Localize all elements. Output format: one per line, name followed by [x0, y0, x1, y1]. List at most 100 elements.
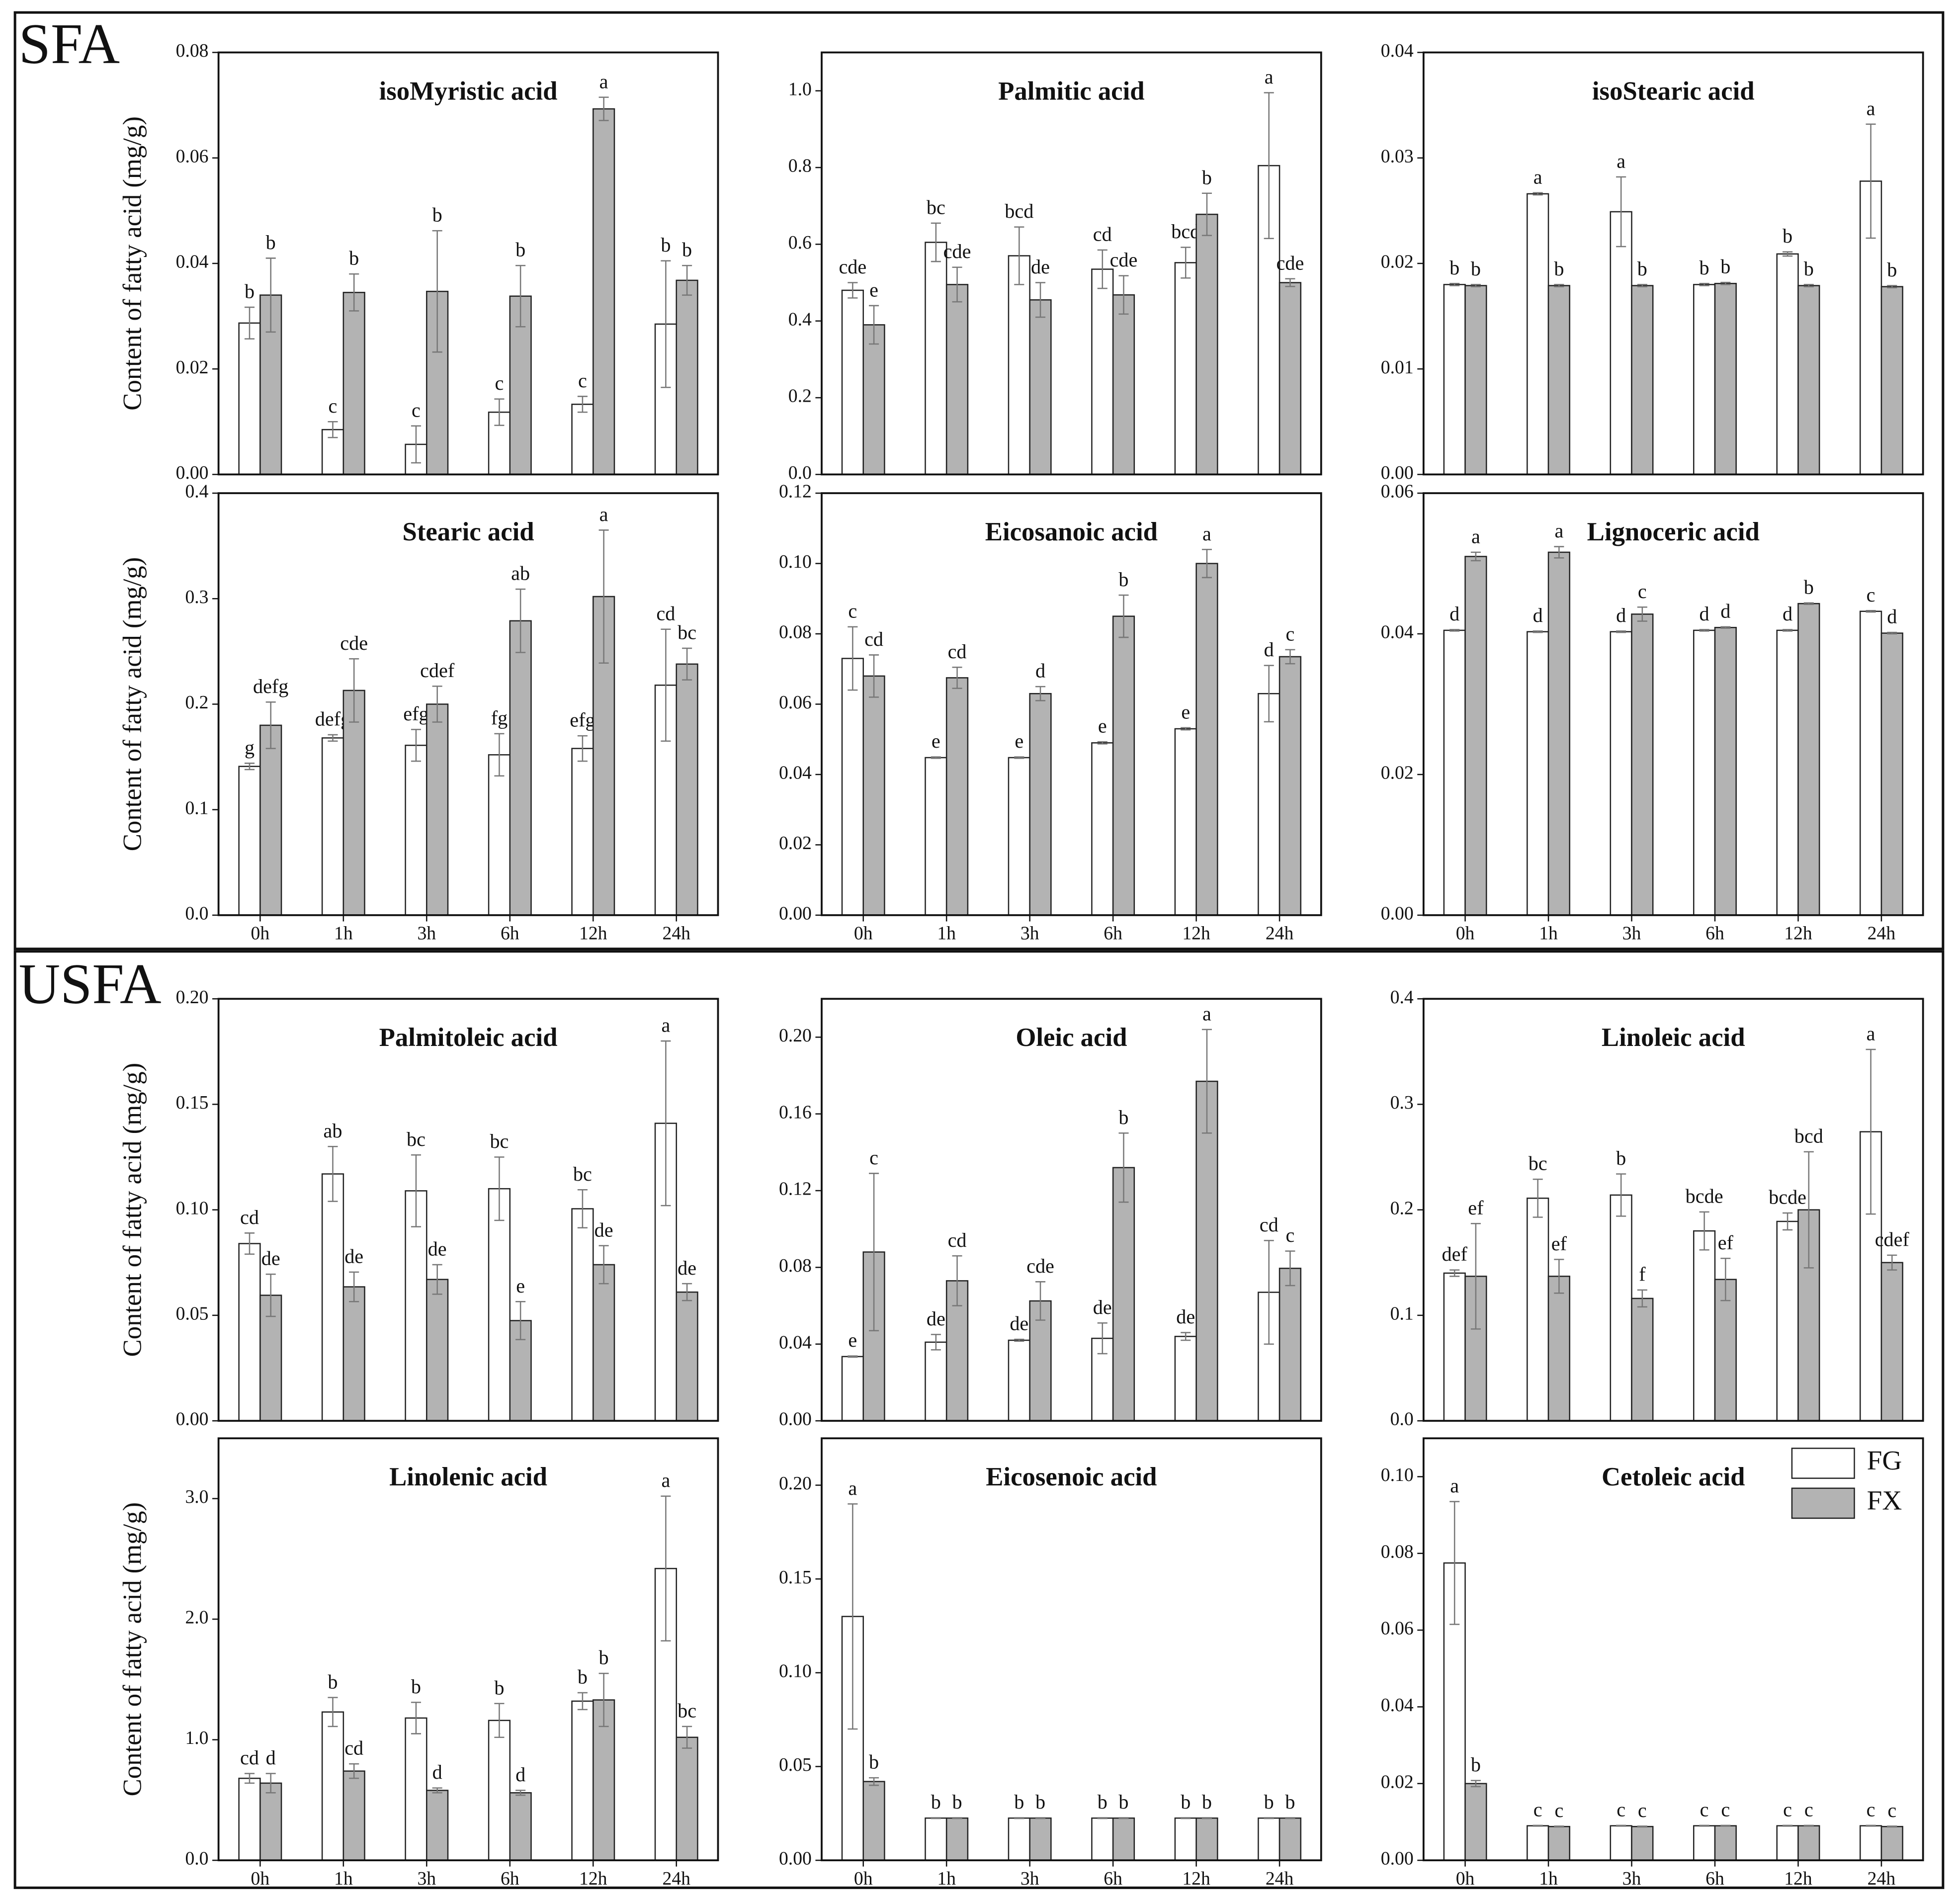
error-bar [1866, 1824, 1876, 1827]
error-bar [1014, 226, 1024, 285]
bar [1880, 286, 1903, 475]
error-bar [1637, 606, 1647, 622]
significance-label: c [1867, 584, 1875, 606]
significance-label: fg [491, 706, 508, 729]
significance-label: bc [678, 621, 696, 644]
y-tick-label: 0.4 [788, 309, 812, 330]
bar [1195, 1817, 1218, 1861]
bar [1859, 610, 1882, 916]
bar [1714, 627, 1737, 916]
error-bar [1783, 629, 1793, 632]
error-bar [1201, 548, 1212, 579]
error-bar [661, 1495, 671, 1642]
error-bar [494, 733, 505, 777]
significance-label: a [1533, 166, 1542, 188]
bar [862, 1781, 885, 1861]
error-bar [1449, 1269, 1460, 1277]
y-tick-label: 0.16 [779, 1102, 812, 1123]
significance-label: c [1804, 1798, 1813, 1820]
significance-label: de [261, 1247, 280, 1270]
significance-label: b [661, 234, 671, 256]
bar [925, 757, 947, 916]
significance-label: cd [948, 1229, 967, 1251]
plot-frame [1422, 1437, 1924, 1861]
error-bar [1014, 1817, 1024, 1819]
error-bar [682, 1726, 692, 1749]
bar [925, 1341, 947, 1422]
y-tick-label: 0.8 [788, 156, 812, 176]
significance-label: b [1804, 258, 1814, 280]
significance-label: e [516, 1275, 525, 1297]
significance-label: de [1031, 256, 1050, 278]
y-tick-label: 0.00 [779, 1848, 812, 1869]
error-bar [1532, 1178, 1543, 1218]
x-tick-label: 0h [854, 1868, 873, 1889]
significance-label: b [1098, 1791, 1107, 1813]
y-tick-label: 0.00 [176, 462, 209, 483]
x-tick-label: 6h [1705, 923, 1724, 944]
bar [1880, 632, 1903, 916]
bar [1278, 1268, 1302, 1422]
error-bar [1118, 594, 1129, 638]
bar [1174, 1336, 1197, 1422]
error-bar [952, 266, 962, 303]
significance-label: efg [570, 709, 595, 731]
significance-label: cd [656, 602, 675, 624]
error-bar [1616, 630, 1626, 633]
x-tick-label: 24h [662, 923, 690, 944]
x-tick-label: 1h [1539, 1868, 1558, 1889]
legend-swatch [1791, 1487, 1855, 1519]
bar [1527, 631, 1549, 916]
x-tick-label: 6h [1705, 1868, 1724, 1889]
error-bar [869, 1173, 879, 1331]
x-tick-label: 0h [1456, 923, 1475, 944]
significance-label: ef [1551, 1232, 1567, 1255]
significance-label: a [661, 1014, 670, 1037]
error-bar [952, 666, 962, 689]
error-bar [1285, 278, 1295, 287]
significance-label: cde [839, 256, 866, 278]
significance-label: a [1202, 522, 1211, 545]
significance-label: b [266, 231, 276, 254]
error-bar [1616, 1824, 1626, 1827]
y-tick-label: 0.02 [1381, 1771, 1414, 1792]
error-bar [1201, 1029, 1212, 1134]
significance-label: cdef [1875, 1228, 1910, 1250]
y-tick-label: 0.3 [1390, 1092, 1414, 1113]
significance-label: de [344, 1245, 363, 1267]
y-tick-label: 0.2 [185, 692, 208, 713]
bar [1464, 556, 1487, 916]
error-bar [598, 529, 609, 664]
y-axis-label: Content of fatty acid (mg/g) [118, 557, 147, 852]
y-tick-label: 0.20 [176, 987, 209, 1008]
bar [321, 737, 344, 916]
significance-label: bcde [1686, 1185, 1723, 1207]
significance-label: g [245, 736, 255, 759]
significance-label: c [1638, 580, 1647, 603]
error-bar [349, 1271, 359, 1302]
section-box [13, 11, 1945, 951]
error-bar [1035, 282, 1046, 318]
error-bar [1097, 1817, 1107, 1819]
bar [571, 1208, 594, 1422]
y-tick-label: 3.0 [185, 1486, 208, 1507]
error-bar [515, 1790, 526, 1796]
significance-label: d [266, 1746, 276, 1769]
error-bar [577, 1692, 588, 1711]
bar [426, 703, 449, 916]
error-bar [1720, 626, 1731, 629]
significance-label: a [661, 1469, 670, 1491]
significance-label: a [1265, 66, 1274, 88]
significance-label: e [1181, 700, 1190, 723]
significance-label: e [932, 730, 940, 752]
error-bar [1181, 1817, 1191, 1819]
significance-label: b [1700, 257, 1709, 279]
bar [1029, 1817, 1052, 1861]
error-bar [1699, 1824, 1709, 1827]
error-bar [1264, 665, 1274, 723]
error-bar [265, 1773, 276, 1794]
significance-label: bc [490, 1130, 509, 1152]
error-bar [1783, 1824, 1793, 1827]
bar [592, 1264, 615, 1422]
error-bar [661, 628, 671, 742]
